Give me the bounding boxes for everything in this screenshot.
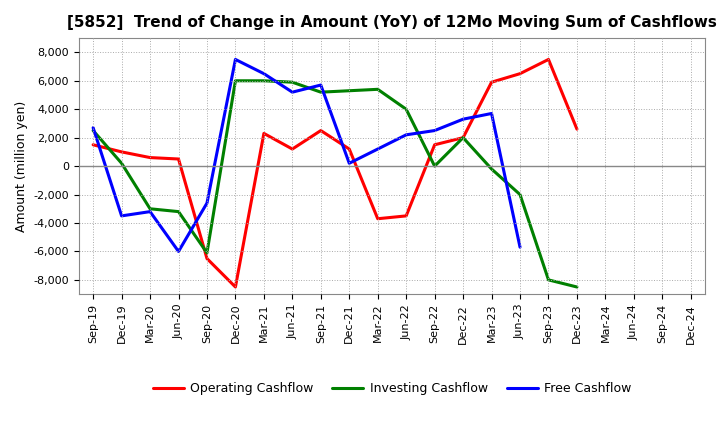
- Free Cashflow: [117, 213, 126, 219]
- Operating Cashflow: [202, 256, 211, 261]
- Investing Cashflow: [89, 128, 97, 133]
- Free Cashflow: [260, 71, 269, 76]
- Free Cashflow: [487, 111, 496, 116]
- Operating Cashflow: [572, 126, 581, 132]
- Operating Cashflow: [516, 71, 524, 76]
- Operating Cashflow: [317, 128, 325, 133]
- Investing Cashflow: [145, 206, 154, 211]
- Free Cashflow: [516, 245, 524, 250]
- Operating Cashflow: [544, 57, 553, 62]
- Y-axis label: Amount (million yen): Amount (million yen): [15, 100, 28, 232]
- Operating Cashflow: [288, 147, 297, 152]
- Investing Cashflow: [317, 89, 325, 95]
- Operating Cashflow: [145, 155, 154, 160]
- Operating Cashflow: [117, 149, 126, 154]
- Line: Investing Cashflow: Investing Cashflow: [93, 81, 577, 287]
- Investing Cashflow: [572, 284, 581, 290]
- Free Cashflow: [231, 57, 240, 62]
- Operating Cashflow: [345, 147, 354, 152]
- Operating Cashflow: [487, 80, 496, 85]
- Free Cashflow: [459, 117, 467, 122]
- Operating Cashflow: [431, 142, 439, 147]
- Line: Operating Cashflow: Operating Cashflow: [93, 59, 577, 287]
- Free Cashflow: [145, 209, 154, 214]
- Line: Free Cashflow: Free Cashflow: [93, 59, 520, 251]
- Free Cashflow: [288, 89, 297, 95]
- Legend: Operating Cashflow, Investing Cashflow, Free Cashflow: Operating Cashflow, Investing Cashflow, …: [148, 377, 636, 400]
- Investing Cashflow: [516, 192, 524, 197]
- Investing Cashflow: [202, 250, 211, 256]
- Investing Cashflow: [431, 164, 439, 169]
- Investing Cashflow: [544, 277, 553, 282]
- Operating Cashflow: [402, 213, 410, 219]
- Operating Cashflow: [459, 135, 467, 140]
- Investing Cashflow: [231, 78, 240, 84]
- Investing Cashflow: [260, 78, 269, 84]
- Free Cashflow: [402, 132, 410, 137]
- Investing Cashflow: [117, 161, 126, 166]
- Free Cashflow: [317, 82, 325, 88]
- Free Cashflow: [174, 249, 183, 254]
- Investing Cashflow: [487, 166, 496, 172]
- Investing Cashflow: [402, 106, 410, 112]
- Free Cashflow: [431, 128, 439, 133]
- Operating Cashflow: [231, 284, 240, 290]
- Free Cashflow: [374, 147, 382, 152]
- Title: [5852]  Trend of Change in Amount (YoY) of 12Mo Moving Sum of Cashflows: [5852] Trend of Change in Amount (YoY) o…: [67, 15, 717, 30]
- Operating Cashflow: [89, 142, 97, 147]
- Operating Cashflow: [260, 131, 269, 136]
- Investing Cashflow: [459, 135, 467, 140]
- Investing Cashflow: [174, 209, 183, 214]
- Operating Cashflow: [374, 216, 382, 221]
- Investing Cashflow: [288, 80, 297, 85]
- Free Cashflow: [202, 201, 211, 206]
- Free Cashflow: [89, 125, 97, 130]
- Investing Cashflow: [345, 88, 354, 93]
- Investing Cashflow: [374, 87, 382, 92]
- Free Cashflow: [345, 161, 354, 166]
- Operating Cashflow: [174, 156, 183, 161]
